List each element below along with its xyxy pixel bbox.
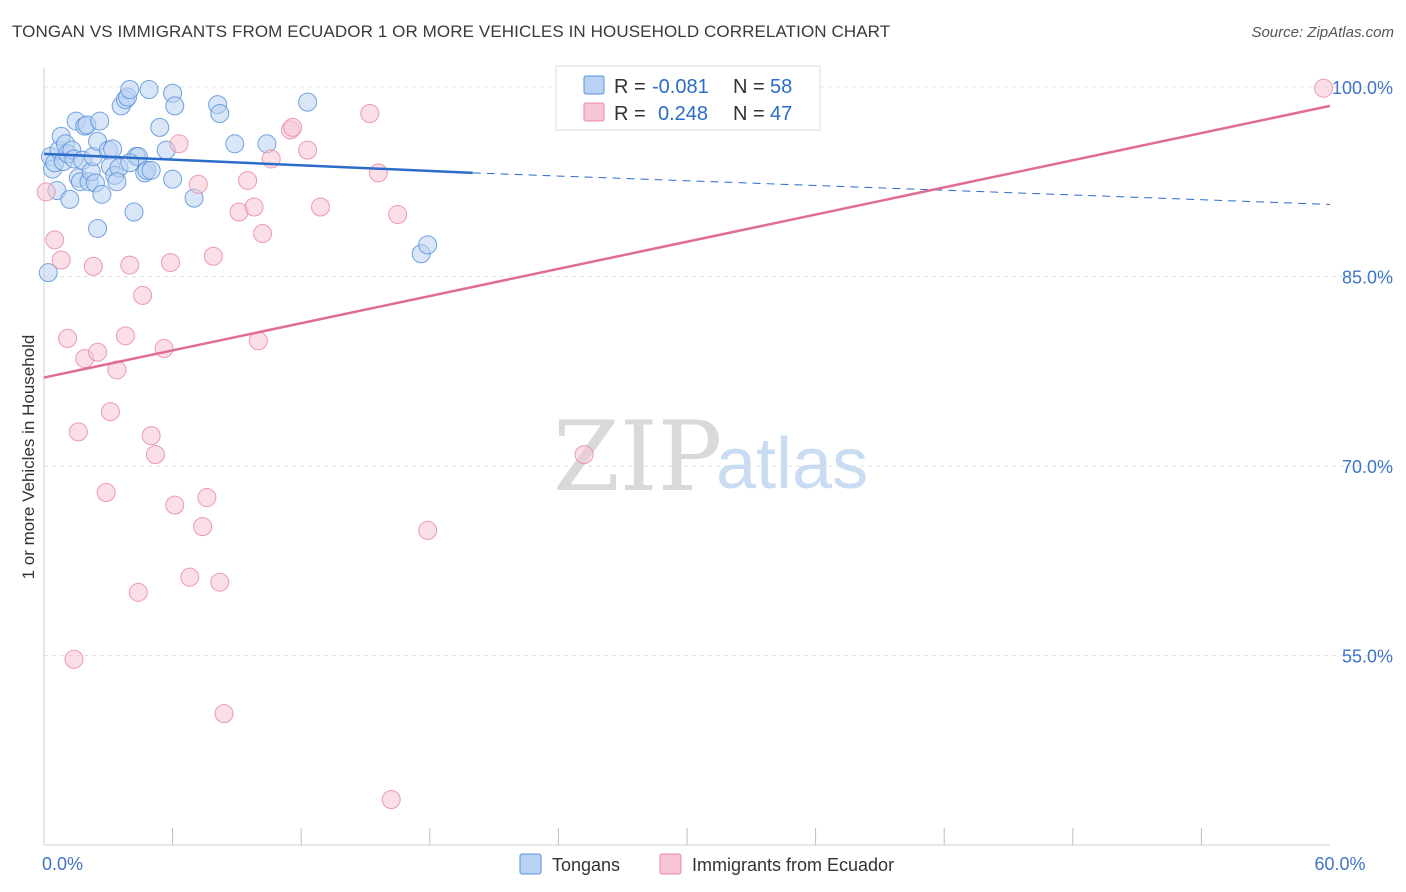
data-point-tongans [225,134,245,154]
data-point-tongans [38,263,58,283]
data-point-tongans [165,96,185,116]
data-point-tongans [88,218,108,238]
legend-stats: R = -0.081 N = 58 R = 0.248 N = 47 [555,65,821,131]
data-point-tongans [150,117,170,137]
data-point-ecuador [381,790,401,810]
data-point-ecuador [120,255,140,275]
data-point-ecuador [388,205,408,225]
y-tick-label: 55.0% [1342,646,1393,666]
legend-r-label-ecuador: R = [614,103,646,125]
data-point-ecuador [244,197,264,217]
data-point-tongans [107,172,127,192]
watermark-atlas: atlas [716,424,868,504]
legend-bottom-swatch-ecuador [659,853,682,875]
data-point-ecuador [418,520,438,540]
data-point-tongans [124,202,144,222]
data-point-ecuador [214,704,234,724]
data-point-ecuador [160,253,180,273]
data-point-ecuador [58,328,78,348]
x-ticks: 0.0% 60.0% [42,828,1366,874]
x-tick-label: 60.0% [1314,854,1365,874]
data-point-tongans [90,111,110,131]
y-tick-label: 70.0% [1342,457,1393,477]
data-point-ecuador [88,342,108,362]
data-point-tongans [103,139,123,159]
y-tick-labels: 100.0% 85.0% 70.0% 55.0% [1332,78,1393,667]
legend-bottom-label-tongans: Tongans [552,855,620,875]
data-point-ecuador [180,567,200,587]
legend-swatch-ecuador [583,102,605,122]
data-point-tongans [141,160,161,180]
data-point-ecuador [96,483,116,503]
data-point-ecuador [141,426,161,446]
data-point-tongans [418,235,438,255]
data-point-ecuador [298,140,318,160]
data-point-ecuador [169,134,189,154]
y-axis-label: 1 or more Vehicles in Household [19,335,38,580]
data-point-tongans [60,189,80,209]
data-point-ecuador [210,572,230,592]
data-point-ecuador [1314,78,1334,98]
data-point-ecuador [165,495,185,515]
data-point-ecuador [128,582,148,602]
legend-series: Tongans Immigrants from Ecuador [519,853,894,875]
legend-r-value-tongans: -0.081 [652,76,709,98]
data-point-tongans [298,92,318,112]
data-point-ecuador [238,170,258,190]
data-point-ecuador [253,224,273,244]
trend-line-extension-tongans [472,172,1331,205]
y-tick-label: 100.0% [1332,78,1393,98]
data-point-ecuador [197,488,217,508]
chart-title: TONGAN VS IMMIGRANTS FROM ECUADOR 1 OR M… [12,22,891,41]
legend-n-label-tongans: N = [733,76,765,98]
data-point-ecuador [68,422,88,442]
trend-line-ecuador [43,104,1331,379]
data-point-ecuador [100,402,120,422]
data-point-ecuador [310,197,330,217]
data-point-ecuador [36,182,56,202]
data-points [36,78,1334,810]
data-point-ecuador [145,445,165,465]
trend-line-tongans [43,152,473,175]
data-point-ecuador [368,163,388,183]
data-point-ecuador [360,103,380,123]
data-point-tongans [120,79,140,99]
source-label: Source: ZipAtlas.com [1251,24,1394,41]
data-point-ecuador [283,117,303,137]
legend-r-label-tongans: R = [614,76,646,98]
data-point-ecuador [574,445,594,465]
data-point-tongans [139,79,159,99]
data-point-ecuador [115,326,135,346]
trend-lines [43,104,1331,379]
data-point-ecuador [83,256,103,276]
data-point-ecuador [203,246,223,266]
watermark: ZIP atlas [553,401,868,513]
legend-bottom-label-ecuador: Immigrants from Ecuador [692,855,894,875]
data-point-ecuador [45,230,65,250]
legend-swatch-tongans [583,75,605,95]
data-point-tongans [163,169,183,189]
data-point-tongans [210,103,230,123]
data-point-tongans [92,184,112,204]
y-tick-label: 85.0% [1342,267,1393,287]
data-point-ecuador [64,649,84,669]
x-tick-label: 0.0% [42,854,83,874]
legend-n-value-ecuador: 47 [770,103,792,125]
legend-n-value-tongans: 58 [770,76,792,98]
data-point-ecuador [51,250,71,270]
legend-r-value-ecuador: 0.248 [658,103,708,125]
legend-n-label-ecuador: N = [733,103,765,125]
data-point-ecuador [133,285,153,305]
legend-bottom-swatch-tongans [519,853,542,875]
data-point-ecuador [193,517,213,537]
data-point-ecuador [188,174,208,194]
